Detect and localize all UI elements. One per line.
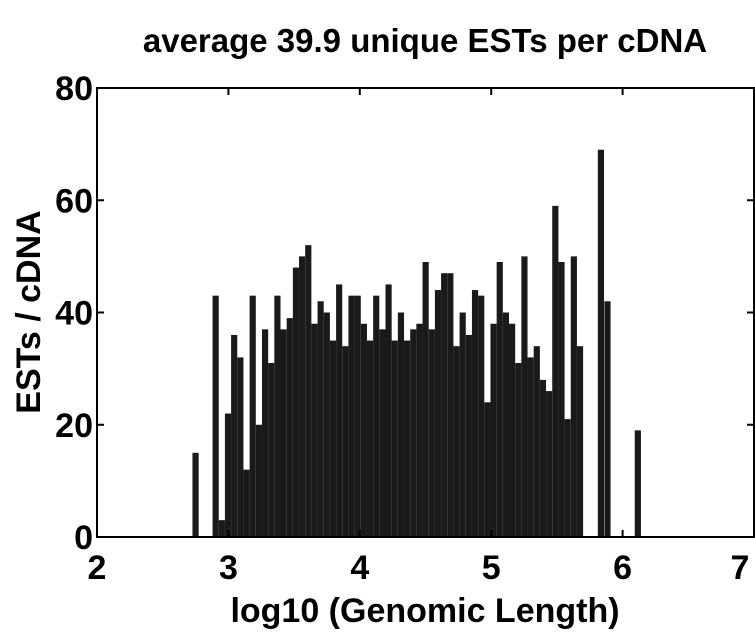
bar	[249, 295, 256, 537]
bar	[274, 295, 281, 537]
bar	[404, 340, 411, 537]
bar	[416, 323, 423, 537]
bar	[552, 205, 559, 538]
bar	[428, 329, 435, 537]
bar	[280, 329, 287, 537]
bar	[539, 379, 547, 537]
bar	[231, 334, 238, 537]
bar	[224, 413, 232, 537]
bar	[323, 312, 330, 537]
bar	[509, 323, 516, 537]
y-tick-label: 20	[55, 407, 93, 445]
bar	[397, 312, 405, 537]
bar	[515, 363, 522, 537]
bar	[521, 256, 528, 537]
bar	[604, 301, 611, 537]
bar	[471, 290, 479, 537]
bar	[336, 284, 343, 537]
y-tick-label: 60	[55, 182, 93, 220]
bar	[261, 329, 269, 537]
bar	[634, 430, 641, 537]
y-tick-label: 80	[55, 70, 93, 108]
bar	[434, 290, 442, 537]
bar	[243, 469, 250, 537]
chart-title: average 39.9 unique ESTs per cDNA	[143, 22, 707, 59]
x-tick-label: 6	[613, 549, 632, 587]
bar	[546, 391, 553, 537]
bar	[465, 334, 472, 537]
bar	[564, 419, 571, 537]
bar	[391, 340, 398, 537]
bar	[597, 149, 605, 538]
bar	[366, 340, 374, 537]
bar	[478, 295, 485, 537]
y-axis-label: ESTs / cDNA	[10, 210, 48, 413]
bar	[192, 452, 199, 537]
bar	[459, 312, 466, 537]
x-tick-label: 3	[219, 549, 238, 587]
bar	[299, 256, 306, 537]
y-tick-label: 0	[74, 519, 93, 557]
bar	[292, 267, 300, 537]
x-tick-label: 5	[482, 549, 501, 587]
bar	[410, 329, 417, 537]
bar	[453, 346, 460, 537]
bar	[311, 323, 318, 537]
bar	[329, 340, 337, 537]
bar	[212, 295, 219, 537]
bar	[237, 357, 244, 537]
bar	[533, 346, 540, 537]
bar	[379, 329, 386, 537]
bar	[441, 273, 448, 537]
bar	[354, 295, 361, 537]
bar	[496, 261, 503, 537]
bar	[570, 256, 577, 537]
bar	[255, 424, 262, 537]
bar	[385, 284, 392, 537]
bar	[422, 261, 429, 537]
bar	[447, 273, 454, 537]
bar	[360, 323, 367, 537]
bar	[484, 402, 491, 537]
x-axis-label: log10 (Genomic Length)	[230, 592, 619, 630]
bar	[218, 520, 225, 537]
bar	[502, 312, 510, 537]
bar	[342, 346, 349, 537]
bar	[576, 346, 584, 537]
bar	[268, 363, 275, 537]
y-tick-label: 40	[55, 295, 93, 333]
bar	[558, 261, 565, 537]
bar	[490, 323, 497, 537]
bar	[317, 301, 324, 537]
bar	[373, 295, 380, 537]
bar	[305, 245, 312, 537]
bar	[348, 295, 355, 537]
x-tick-label: 4	[350, 549, 369, 587]
x-tick-label: 7	[731, 549, 750, 587]
x-tick-label: 2	[88, 549, 107, 587]
bar	[527, 357, 534, 537]
bar	[286, 318, 293, 537]
